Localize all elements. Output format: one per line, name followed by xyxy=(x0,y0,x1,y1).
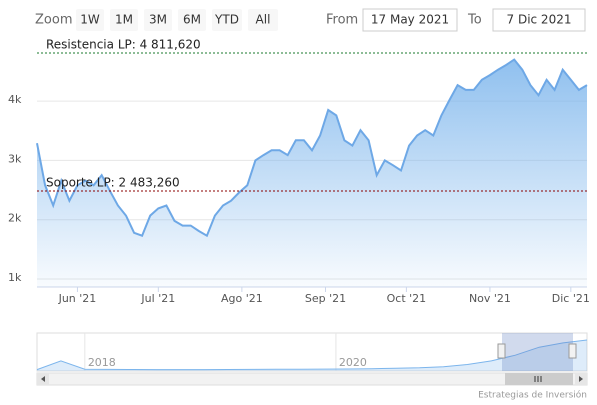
y-tick-label: 4k xyxy=(8,93,22,106)
range-button[interactable] xyxy=(248,9,278,31)
x-tick-label: Jul '21 xyxy=(140,292,175,305)
x-tick-label: Sep '21 xyxy=(305,292,346,305)
plot-line-label: Soporte LP: 2 483,260 xyxy=(46,176,180,190)
zoom-label: Zoom xyxy=(35,13,72,28)
from-label: From xyxy=(326,13,358,28)
range-button[interactable] xyxy=(110,9,138,31)
arrow-right xyxy=(579,376,583,382)
navigator-area xyxy=(37,340,587,371)
x-tick-label: Jun '21 xyxy=(58,292,97,305)
to-label: To xyxy=(467,13,482,28)
range-button[interactable] xyxy=(144,9,172,31)
range-button[interactable] xyxy=(178,9,206,31)
from-value[interactable]: 17 May 2021 xyxy=(371,13,449,27)
line xyxy=(36,58,588,238)
range-button-label[interactable]: 3M xyxy=(149,13,167,27)
navigator-frame xyxy=(36,332,588,372)
range-button[interactable] xyxy=(212,9,242,31)
x-tick-label: Dic '21 xyxy=(552,292,590,305)
from-input[interactable] xyxy=(362,8,458,32)
y-tick-label: 3k xyxy=(8,152,22,165)
scrollbar-thumb[interactable] xyxy=(505,373,573,385)
credits: Estrategias de Inversión xyxy=(478,390,587,401)
to-value[interactable]: 7 Dic 2021 xyxy=(507,13,572,27)
scrollbar-track[interactable] xyxy=(36,372,588,386)
navigator-label: 2020 xyxy=(339,356,367,369)
navigator-handle[interactable] xyxy=(568,343,577,359)
plot-line-label: Resistencia LP: 4 811,620 xyxy=(46,38,201,52)
x-tick-label: Oct '21 xyxy=(387,292,427,305)
navigator-selection[interactable] xyxy=(502,333,573,371)
y-tick-label: 1k xyxy=(8,271,22,284)
scrollbar-grip xyxy=(534,376,542,382)
navigator-handle[interactable] xyxy=(497,343,506,359)
range-button[interactable] xyxy=(76,9,104,31)
y-tick-label: 2k xyxy=(8,212,22,225)
navigator-line xyxy=(36,339,588,371)
to-input[interactable] xyxy=(492,8,586,32)
range-button-label[interactable]: YTD xyxy=(214,13,239,27)
navigator-label: 2018 xyxy=(88,356,116,369)
area-fill xyxy=(37,59,587,287)
range-button-label[interactable]: All xyxy=(256,13,271,27)
x-tick-label: Ago '21 xyxy=(221,292,263,305)
range-button-label[interactable]: 1W xyxy=(80,13,100,27)
range-button-label[interactable]: 6M xyxy=(183,13,201,27)
x-tick-label: Nov '21 xyxy=(469,292,511,305)
arrow-left xyxy=(41,376,45,382)
range-button-label[interactable]: 1M xyxy=(115,13,133,27)
